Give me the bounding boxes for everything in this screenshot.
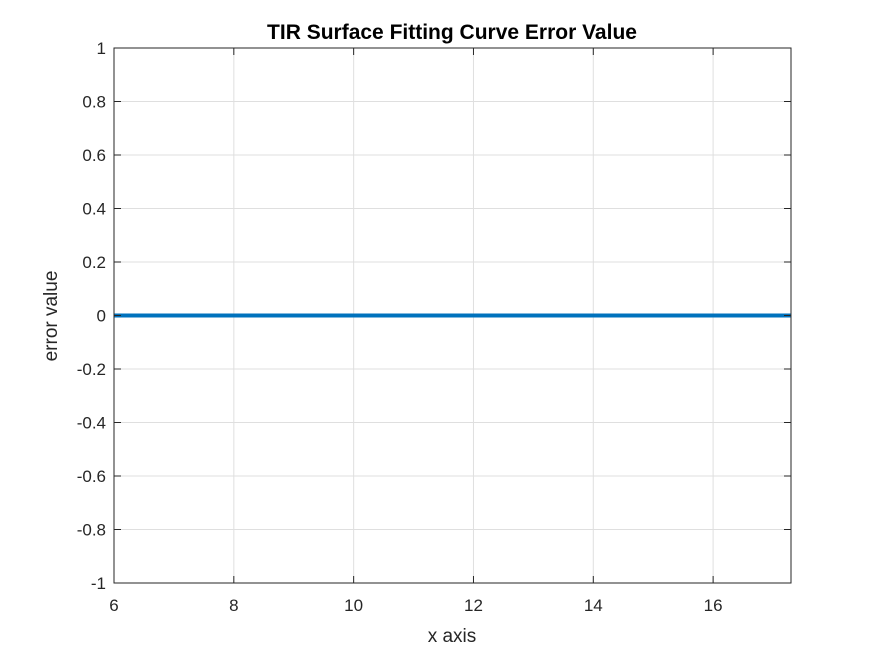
y-axis-label: error value xyxy=(41,271,62,362)
chart-title: TIR Surface Fitting Curve Error Value xyxy=(267,21,637,44)
x-tick-label: 6 xyxy=(109,596,118,615)
y-tick-label: 0.4 xyxy=(82,200,106,219)
y-tick-label: -0.2 xyxy=(77,360,106,379)
y-tick-label: -1 xyxy=(91,574,106,593)
x-tick-label: 14 xyxy=(584,596,603,615)
y-tick-label: 0.2 xyxy=(82,253,106,272)
y-tick-label: -0.4 xyxy=(77,414,106,433)
y-tick-label: 0.8 xyxy=(82,93,106,112)
y-tick-label: 0.6 xyxy=(82,146,106,165)
x-tick-label: 8 xyxy=(229,596,238,615)
y-tick-label: 0 xyxy=(97,307,106,326)
y-tick-label: -0.8 xyxy=(77,521,106,540)
x-axis-label: x axis xyxy=(428,626,477,647)
tick-labels: 6 8 10 12 14 16 1 0.8 0.6 0.4 0.2 0 -0.2 -0.4 -0.6 -0.8… xyxy=(77,39,723,615)
x-tick-label: 12 xyxy=(464,596,483,615)
y-tick-label: 1 xyxy=(97,39,106,58)
x-tick-label: 10 xyxy=(344,596,363,615)
y-tick-label: -0.6 xyxy=(77,467,106,486)
tick-marks xyxy=(113,47,791,584)
grid-lines xyxy=(113,47,791,584)
x-tick-label: 16 xyxy=(704,596,723,615)
